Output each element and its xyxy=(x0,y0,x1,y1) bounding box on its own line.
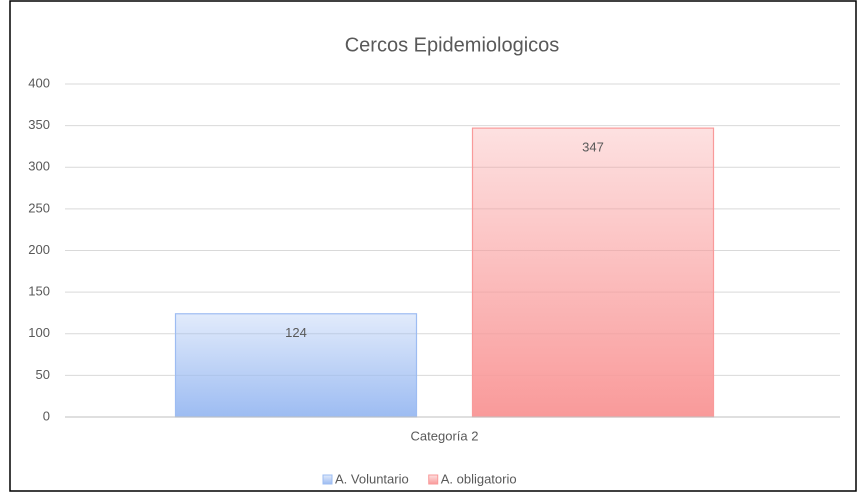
y-tick-label: 100 xyxy=(28,325,50,340)
chart-border xyxy=(9,0,857,492)
legend-label: A. Voluntario xyxy=(335,471,409,486)
y-tick-label: 50 xyxy=(36,367,50,382)
y-tick-label: 350 xyxy=(28,117,50,132)
bar xyxy=(471,127,715,418)
legend-swatch xyxy=(322,474,333,485)
y-tick-label: 200 xyxy=(28,242,50,257)
x-tick-label: Categoría 2 xyxy=(411,428,479,443)
y-tick-label: 300 xyxy=(28,159,50,174)
y-tick-label: 150 xyxy=(28,284,50,299)
legend-swatch xyxy=(428,474,439,485)
data-label: 124 xyxy=(285,325,307,340)
y-tick-label: 0 xyxy=(43,408,50,423)
y-tick-label: 400 xyxy=(28,75,50,90)
data-label: 347 xyxy=(582,140,604,155)
legend-label: A. obligatorio xyxy=(441,471,517,486)
y-tick-label: 250 xyxy=(28,200,50,215)
chart-title: Cercos Epidemiologicos xyxy=(345,34,560,56)
